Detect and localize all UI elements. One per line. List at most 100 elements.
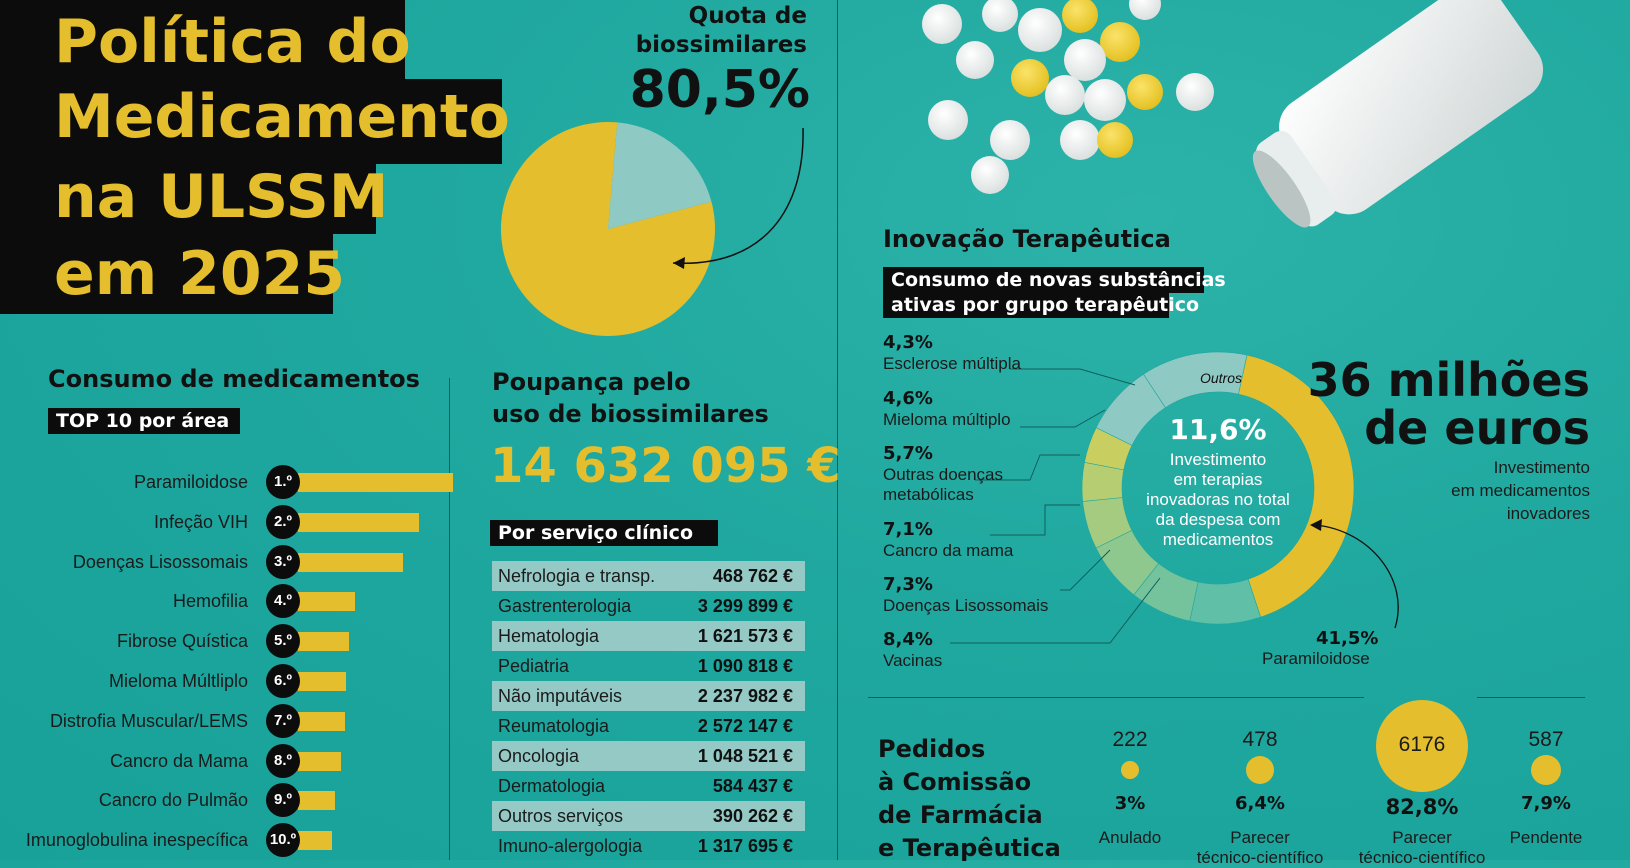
top10-bar	[298, 791, 336, 811]
donut-group-pct: 4,6%	[883, 388, 933, 409]
title-line-4: em 2025	[0, 234, 345, 314]
request-count: 222	[1112, 728, 1148, 751]
donut-segment-outros	[1095, 373, 1166, 446]
leader-line	[1020, 409, 1106, 428]
donut-group-pct: 7,3%	[883, 574, 933, 595]
service-name: Hematologia	[498, 626, 600, 646]
top10-label: Infeção VIH	[153, 511, 248, 532]
donut-center-text: Investimento em terapias inovadoras no tot…	[1146, 450, 1290, 549]
top10-bar	[298, 632, 350, 652]
top10-rank-badge: 8.º	[266, 743, 300, 778]
top10-bar	[298, 831, 333, 851]
pie-arrow-head	[673, 257, 685, 269]
donut-group-pct: 4,3%	[883, 332, 933, 353]
service-value: 468 762 €	[712, 566, 793, 586]
divider-vertical-1	[449, 378, 450, 860]
top10-rank-badge: 3.º	[266, 544, 300, 579]
main-group-name: Paramiloidose	[1262, 649, 1370, 668]
service-value: 2 572 147 €	[697, 716, 793, 736]
top10-rank-badge: 5.º	[266, 624, 300, 659]
service-name: Dermatologia	[498, 776, 606, 796]
biosimilar-share-label: Quota de biossimilares	[635, 3, 807, 58]
service-row: Imuno-alergologia 1 317 695 €	[492, 831, 805, 861]
request-pct: 3%	[1114, 793, 1146, 814]
investment-value: 36 milhões de euros	[1307, 353, 1590, 455]
top10-bar	[298, 672, 347, 691]
leader-line	[1060, 549, 1111, 591]
donut-leader-lines	[950, 368, 1161, 644]
pie-arrow	[672, 127, 804, 264]
savings-value: 14 632 095 €	[490, 438, 841, 494]
top10-label: Hemofilia	[172, 591, 248, 612]
request-count: 478	[1242, 728, 1278, 751]
donut-segment-group	[1189, 578, 1262, 625]
leader-line	[950, 577, 1161, 644]
donut-center-pct: 11,6%	[1169, 413, 1267, 446]
request-pct: 7,9%	[1521, 793, 1571, 814]
top10-label: Fibrose Quística	[116, 631, 248, 652]
donut-group-pct: 5,7%	[883, 443, 933, 464]
service-name: Outros serviços	[498, 806, 624, 826]
top10-rank-badge: 1.º	[266, 465, 300, 499]
service-value: 1 048 521 €	[697, 746, 793, 766]
divider-vertical-2	[837, 0, 838, 860]
innovation-heading: Inovação Terapêutica	[883, 225, 1171, 253]
service-value: 584 437 €	[712, 776, 793, 796]
request-dot	[1376, 700, 1468, 792]
investment-caption: Investimento em medicamentos inovadores	[1451, 458, 1590, 523]
top10-label: Paramiloidose	[133, 472, 248, 492]
top10-bar	[298, 512, 419, 532]
title-line-2: Medicamento	[0, 79, 510, 164]
pills-photo	[922, 0, 1544, 228]
service-row: Gastrenterologia 3 299 899 €	[492, 591, 805, 621]
service-row: Hematologia 1 621 573 €	[492, 621, 805, 651]
requests-heading: Pedidos à Comissão de Farmácia e Terapêutic…	[878, 735, 1061, 862]
innovation-tag-line-2: ativas por grupo terapêutico	[883, 292, 1199, 318]
service-row: Nefrologia e transp. 468 762 €	[492, 561, 805, 591]
service-value: 1 621 573 €	[697, 626, 793, 646]
service-row: Oncologia 1 048 521 €	[492, 741, 805, 771]
divider-horizontal-2	[1477, 697, 1585, 698]
service-name: Pediatria	[498, 656, 570, 676]
leader-line	[975, 454, 1080, 481]
donut-group-pct: 8,4%	[883, 629, 933, 650]
donut-segment-main	[1238, 354, 1355, 618]
donut-group-name: Vacinas	[883, 651, 943, 670]
donut-group-name: Cancro da mama	[883, 541, 1014, 560]
top10-label: Mieloma Múltliplo	[108, 671, 248, 691]
top10-rank-badge: 10.º	[266, 823, 300, 858]
top10-bar	[298, 711, 345, 731]
service-value: 1 090 818 €	[697, 656, 793, 676]
donut-group-name: Outras doenças metabólicas	[883, 465, 1004, 504]
leader-line	[1010, 368, 1136, 386]
request-pct: 6,4%	[1235, 793, 1285, 814]
pie-slice-other	[608, 122, 712, 229]
service-row: Reumatologia 2 572 147 €	[492, 711, 805, 741]
leader-line	[990, 504, 1080, 536]
top10-rank-badge: 9.º	[266, 783, 300, 818]
top10-heading: Consumo de medicamentos	[48, 365, 420, 393]
service-name: Não imputáveis	[498, 686, 623, 706]
request-pct: 82,8%	[1385, 795, 1459, 819]
main-group-arrow	[1310, 519, 1399, 629]
service-row: Pediatria 1 090 818 €	[492, 651, 805, 681]
innovation-tag-line-1: Consumo de novas substâncias	[883, 267, 1226, 293]
service-value: 1 317 695 €	[697, 836, 793, 856]
divider-horizontal-1	[868, 697, 1364, 698]
savings-tag: Por serviço clínico	[490, 520, 718, 546]
donut-group-name: Doenças Lisossomais	[883, 596, 1049, 615]
top10-rank-badge: 6.º	[266, 664, 300, 698]
request-label: Parecer técnico-científico	[1196, 828, 1324, 867]
request-count: 587	[1528, 728, 1564, 751]
donut-group-name: Mieloma múltiplo	[883, 410, 1011, 429]
service-name: Nefrologia e transp.	[498, 566, 656, 586]
top10-label: Imunoglobulina inespecífica	[25, 830, 248, 851]
request-dot	[1531, 755, 1561, 785]
title-line-1: Política do	[0, 4, 411, 79]
top10-label: Cancro da Mama	[109, 750, 248, 771]
request-label: Pendente	[1509, 828, 1583, 847]
top10-bar	[298, 751, 342, 771]
request-dot	[1121, 761, 1139, 779]
top10-rank-badge: 4.º	[266, 584, 300, 619]
innovation-donut-chart: Outros	[1081, 351, 1355, 625]
